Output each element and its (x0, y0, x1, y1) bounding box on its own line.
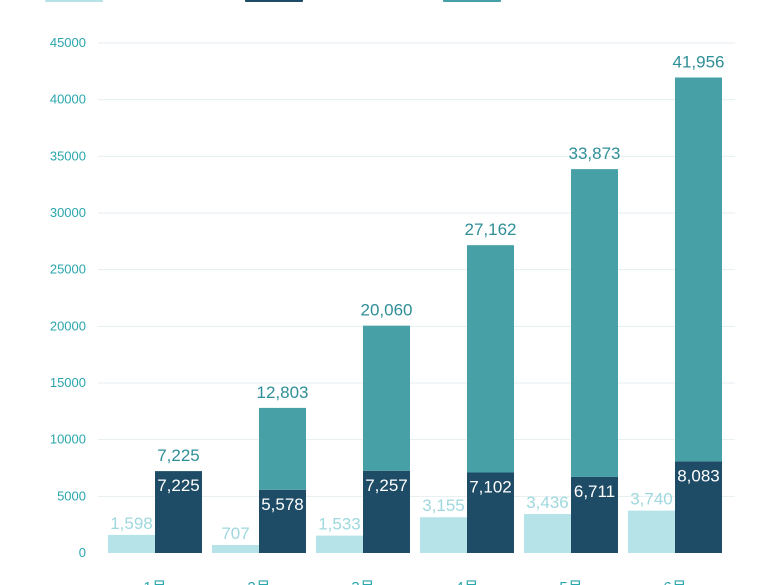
data-label: 707 (221, 524, 249, 543)
data-label: 1,598 (110, 514, 153, 533)
y-tick-label: 35000 (50, 148, 86, 163)
data-label: 6,711 (574, 482, 615, 501)
bar-series-2 (155, 471, 202, 553)
y-tick-label: 25000 (50, 262, 86, 277)
y-tick-label: 10000 (50, 432, 86, 447)
bar-series-2 (259, 489, 306, 553)
data-label: 8,083 (677, 466, 720, 485)
total-label: 41,956 (673, 52, 725, 71)
total-label: 12,803 (257, 383, 309, 402)
bar-series-2 (363, 470, 410, 553)
x-tick-label: 5月 (559, 579, 582, 585)
bar-series-2 (571, 476, 618, 553)
x-tick-label: 6月 (663, 579, 686, 585)
legend-swatch (245, 0, 303, 2)
bar-series-3 (363, 325, 410, 471)
chart-legend (45, 0, 501, 2)
y-axis: 0 5000 10000 15000 20000 25000 30000 35000 40000… (50, 35, 86, 560)
bar-series-3 (675, 77, 722, 462)
bar-series-1 (316, 535, 363, 553)
x-tick-label: 2月 (247, 579, 270, 585)
x-tick-label: 4月 (455, 579, 478, 585)
total-label: 20,060 (361, 301, 413, 320)
bar-series-1 (420, 517, 467, 553)
total-label: 27,162 (465, 220, 517, 239)
bar-series-1 (212, 544, 259, 553)
y-tick-label: 45000 (50, 35, 86, 50)
bars (108, 77, 722, 553)
data-label: 7,257 (365, 476, 408, 495)
x-tick-label: 3月 (351, 579, 374, 585)
data-label: 7,225 (157, 476, 200, 495)
data-label: 5,578 (261, 495, 304, 514)
bar-series-1 (524, 514, 571, 553)
total-label: 33,873 (569, 144, 621, 163)
bar-series-2 (675, 461, 722, 553)
legend-swatch (443, 0, 501, 2)
x-axis: 1月 2月 3月 4月 5月 6月 (143, 579, 686, 585)
data-label: 3,436 (526, 493, 569, 512)
bar-series-1 (108, 534, 155, 553)
y-tick-label: 30000 (50, 205, 86, 220)
bar-series-3 (259, 407, 306, 490)
y-tick-label: 5000 (57, 488, 86, 503)
y-tick-label: 20000 (50, 318, 86, 333)
gridlines (98, 42, 735, 497)
y-tick-label: 0 (79, 545, 86, 560)
bar-series-2 (467, 472, 514, 553)
legend-swatch (45, 0, 103, 2)
data-label: 7,102 (469, 478, 512, 497)
y-tick-label: 15000 (50, 375, 86, 390)
data-labels: 1,5987,2257,2257075,57812,8031,5337,2572… (110, 52, 724, 542)
total-label: 7,225 (157, 446, 200, 465)
data-label: 3,155 (422, 496, 465, 515)
y-tick-label: 40000 (50, 92, 86, 107)
x-tick-label: 1月 (143, 579, 166, 585)
bar-series-1 (628, 510, 675, 553)
data-label: 3,740 (630, 490, 673, 509)
data-label: 1,533 (318, 515, 361, 534)
bar-series-3 (571, 169, 618, 477)
bar-series-3 (467, 245, 514, 473)
